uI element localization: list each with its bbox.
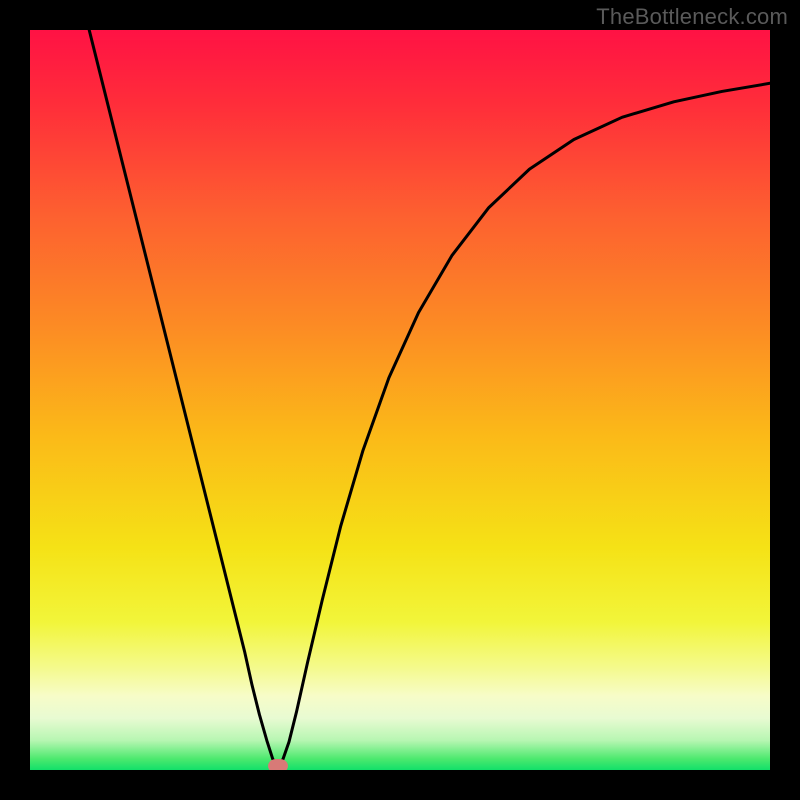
chart-svg [30,30,770,770]
watermark-text: TheBottleneck.com [596,4,788,30]
plot-area [30,30,770,770]
gradient-background [30,30,770,770]
chart-canvas: TheBottleneck.com [0,0,800,800]
